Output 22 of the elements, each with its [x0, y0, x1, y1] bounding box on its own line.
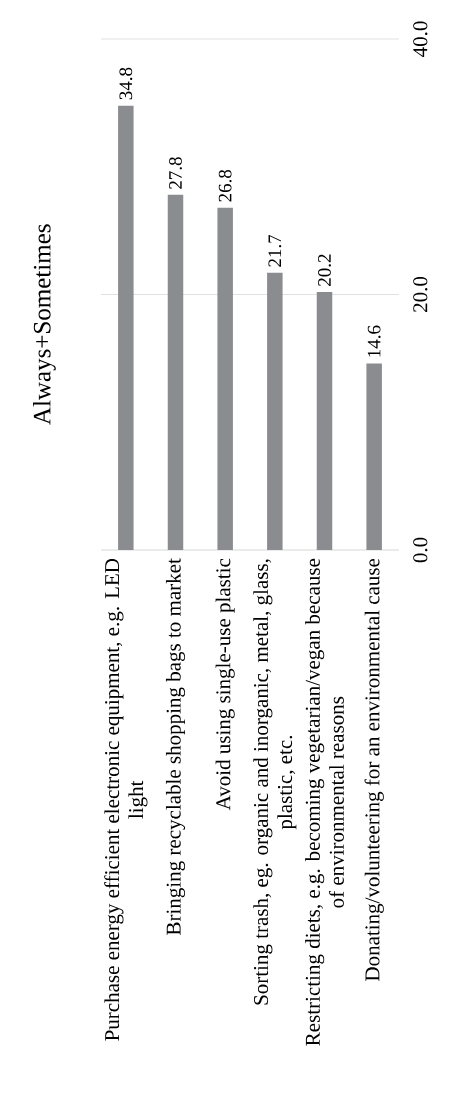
- x-tick-label: Purchase energy efficient electronic equipment, e.g. LED light: [104, 558, 148, 1041]
- y-tick-label: 0.0: [413, 537, 428, 563]
- y-tick-label: 40.0: [413, 21, 428, 57]
- text: Always+Sometimes: [33, 224, 56, 425]
- x-tick-label: Restricting diets, e.g. becoming vegetarian/vegan because of environmental reasons: [305, 558, 344, 1046]
- data-label: 27.8: [169, 157, 182, 189]
- data-label: 14.6: [367, 325, 381, 357]
- bar: [366, 363, 382, 550]
- x-tick-label: Donating/volunteering for an environmental cause: [364, 558, 384, 981]
- y-tick-label: 20.0: [413, 276, 428, 312]
- data-label: 21.7: [268, 234, 282, 267]
- bar: [316, 291, 333, 550]
- x-tick-label: Avoid using single-use plastic: [215, 558, 235, 811]
- x-tick-label: Sorting trash, eg. organic and inorganic, metal, glass, plastic, etc.: [253, 559, 297, 1005]
- x-tick-label: Bringing recyclable shopping bags to market: [165, 558, 186, 935]
- bar: [167, 194, 184, 550]
- data-label: 34.8: [119, 67, 133, 100]
- bar: [267, 272, 283, 550]
- data-label: 20.2: [318, 254, 331, 286]
- bar: [118, 105, 134, 550]
- data-label: 26.8: [218, 169, 232, 202]
- bar: [217, 207, 233, 550]
